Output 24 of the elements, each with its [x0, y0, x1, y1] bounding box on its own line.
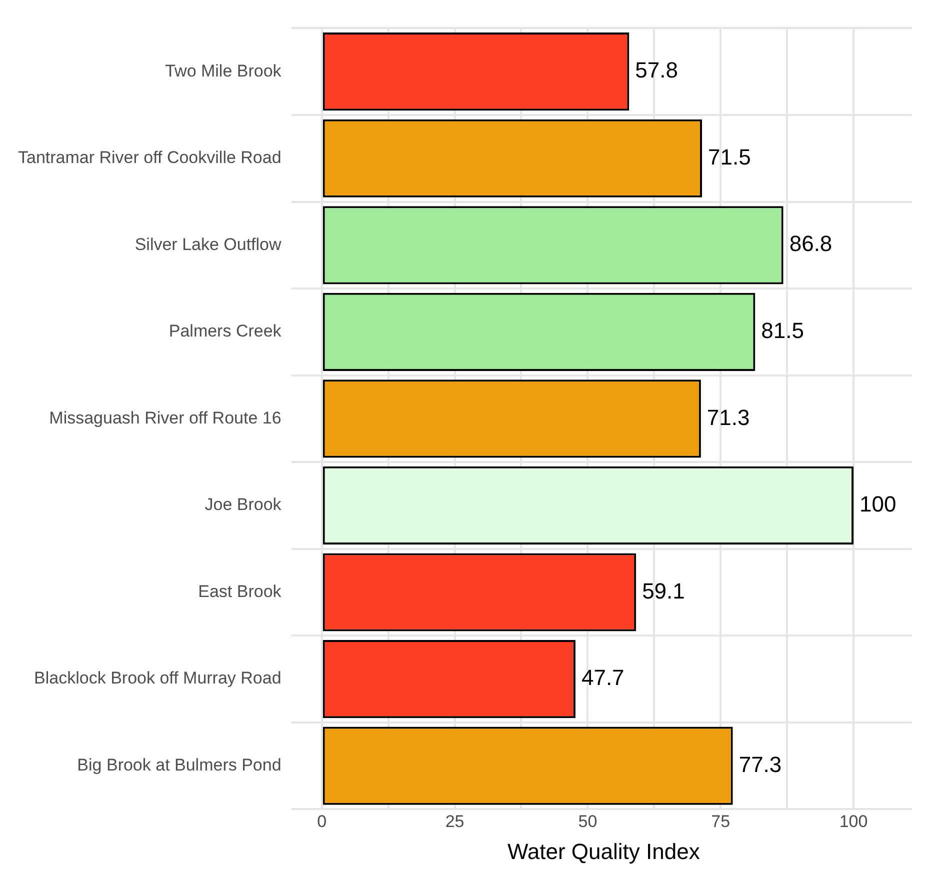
- y-tick-label: Two Mile Brook: [165, 61, 282, 80]
- x-tick-label: 50: [578, 812, 598, 832]
- y-tick-label: Palmers Creek: [168, 322, 282, 341]
- data-label: 47.7: [581, 665, 624, 690]
- y-tick-label: Joe Brook: [204, 495, 282, 514]
- x-tick-label: 100: [839, 812, 868, 832]
- data-label: 71.5: [708, 144, 751, 170]
- data-label: 100: [860, 492, 896, 517]
- y-tick-label: Tantramar River off Cookville Road: [18, 148, 282, 168]
- y-tick-label: Missaguash River off Route 16: [49, 408, 282, 428]
- y-tick-label: East Brook: [198, 582, 282, 601]
- y-tick-label: Big Brook at Bulmers Pond: [77, 756, 282, 774]
- x-tick-label: 0: [317, 812, 327, 832]
- x-tick-label: 75: [711, 812, 730, 832]
- y-tick-label: Blacklock Brook off Murray Road: [34, 668, 282, 688]
- data-label: 59.1: [642, 578, 685, 604]
- data-label: 71.3: [706, 404, 750, 430]
- data-label: 81.5: [761, 318, 804, 343]
- x-axis-title: Water Quality Index: [507, 838, 700, 864]
- data-label: 77.3: [738, 752, 782, 777]
- data-label: 86.8: [789, 231, 832, 256]
- y-tick-label: Silver Lake Outflow: [134, 234, 282, 254]
- x-tick-label: 25: [445, 812, 464, 832]
- data-label: 57.8: [635, 58, 678, 83]
